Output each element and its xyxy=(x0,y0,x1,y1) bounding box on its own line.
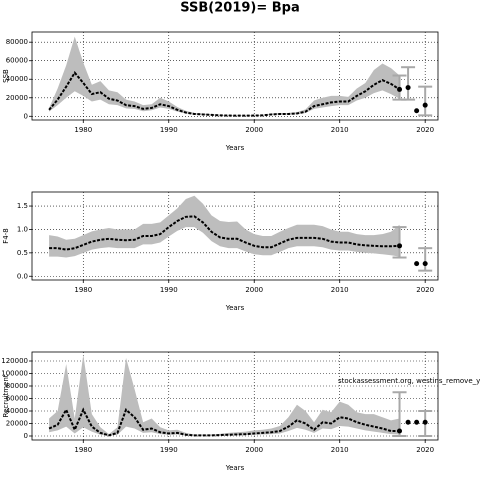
x-axis-label: Years xyxy=(225,304,245,312)
plot-frame xyxy=(31,191,439,281)
x-tick-label: 2000 xyxy=(245,286,263,294)
y-tick-label: 80000 xyxy=(6,38,28,46)
y-tick-label: 60000 xyxy=(6,395,28,403)
forecast-point xyxy=(397,86,403,92)
forecast-point xyxy=(414,419,420,425)
x-tick-label: 2000 xyxy=(245,126,263,134)
forecast-point xyxy=(397,428,403,434)
y-tick-label: 1.5 xyxy=(17,202,28,210)
x-tick-label: 2010 xyxy=(331,286,349,294)
x-tick-label: 1990 xyxy=(160,286,178,294)
x-tick-label: 2000 xyxy=(245,446,263,454)
x-tick-label: 1980 xyxy=(74,446,92,454)
forecast-point xyxy=(414,108,420,114)
y-tick-label: 120000 xyxy=(1,357,28,365)
y-tick-label: 1.0 xyxy=(17,225,28,233)
y-tick-label: 0.5 xyxy=(17,249,28,257)
y-tick-label: 80000 xyxy=(6,382,28,390)
forecast-point xyxy=(422,261,428,267)
y-tick-label: 40000 xyxy=(6,407,28,415)
plot-frame xyxy=(31,351,439,441)
x-tick-label: 1980 xyxy=(74,286,92,294)
y-tick-label: 0 xyxy=(24,432,28,440)
y-tick-label: 40000 xyxy=(6,75,28,83)
y-tick-label: 0 xyxy=(24,112,28,120)
forecast-point xyxy=(405,85,411,91)
annotation: stockassessment.org, westins_remove_year… xyxy=(338,377,480,385)
x-tick-label: 1980 xyxy=(74,126,92,134)
confidence-band xyxy=(49,354,400,436)
plot-frame xyxy=(31,31,439,121)
x-tick-label: 1990 xyxy=(160,126,178,134)
confidence-band xyxy=(49,195,400,258)
y-tick-label: 20000 xyxy=(6,94,28,102)
forecast-point xyxy=(397,243,403,249)
forecast-point xyxy=(414,261,420,267)
x-tick-label: 2020 xyxy=(416,446,434,454)
x-tick-label: 1990 xyxy=(160,446,178,454)
x-tick-label: 2020 xyxy=(416,126,434,134)
y-tick-label: 60000 xyxy=(6,57,28,65)
x-tick-label: 2010 xyxy=(331,126,349,134)
y-axis-label: F4-8 xyxy=(2,228,10,243)
x-tick-label: 2020 xyxy=(416,286,434,294)
chart-title: SSB(2019)= Bpa xyxy=(180,1,300,16)
estimate-line xyxy=(49,215,400,251)
x-axis-label: Years xyxy=(225,144,245,152)
y-tick-label: 0.0 xyxy=(17,272,28,280)
y-tick-label: 100000 xyxy=(1,370,28,378)
forecast-point xyxy=(405,419,411,425)
forecast-point xyxy=(422,102,428,108)
x-tick-label: 2010 xyxy=(331,446,349,454)
estimate-line xyxy=(48,407,400,437)
y-axis-label: SSB xyxy=(2,69,10,83)
y-tick-label: 20000 xyxy=(6,420,28,428)
y-axis-label: Recruitment xyxy=(2,374,10,417)
forecast-point xyxy=(422,419,428,425)
estimate-line xyxy=(48,71,401,117)
x-axis-label: Years xyxy=(225,464,245,472)
